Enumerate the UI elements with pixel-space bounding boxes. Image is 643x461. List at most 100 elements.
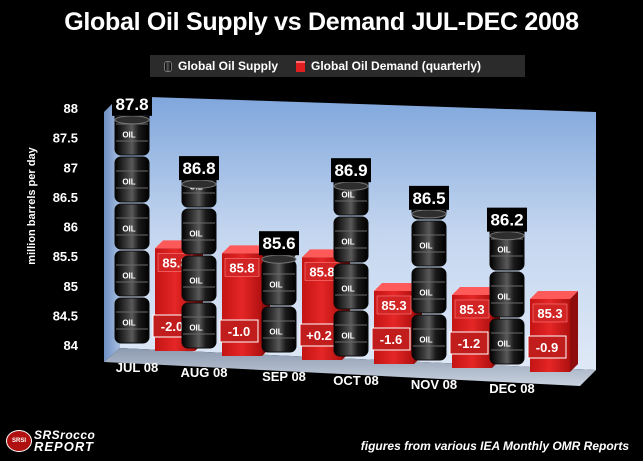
demand-bar-side (570, 290, 578, 372)
barrel-oil-label: OIL (269, 328, 282, 337)
difference-text: -1.0 (228, 324, 250, 339)
barrel-oil-label: OIL (341, 238, 354, 247)
y-tick-label: 85.5 (53, 249, 78, 264)
supply-value-label: 86.9 (331, 158, 371, 183)
x-tick-label: AUG 08 (181, 365, 228, 380)
barrel-oil-label: OIL (122, 319, 135, 328)
supply-value-label: 85.6 (259, 231, 299, 256)
supply-value-label: 86.2 (487, 207, 527, 232)
barrel-icon (164, 60, 172, 72)
difference-box (527, 335, 567, 359)
oil-barrel-icon (333, 310, 369, 357)
supply-value-label: 87.8 (112, 91, 152, 116)
oil-barrel-icon (114, 297, 150, 344)
barrel-oil-label: OIL (341, 332, 354, 341)
y-axis-label: million barrels per day (26, 147, 38, 265)
oil-barrel-icon (114, 250, 150, 297)
barrel-oil-label: OIL (122, 225, 135, 234)
demand-value-text: 85.3 (459, 302, 484, 317)
difference-label: -1.2 (449, 331, 489, 355)
barrel-stack: OIL OIL OIL OIL OIL (114, 115, 150, 344)
oil-barrel-icon (261, 306, 297, 353)
y-tick-label: 87 (64, 160, 78, 175)
barrel-oil-label: OIL (122, 131, 135, 140)
oil-barrel-icon (333, 216, 369, 263)
oil-barrel-icon (333, 263, 369, 310)
demand-bar-top (452, 286, 500, 295)
y-tick-label: 84.5 (53, 308, 78, 323)
demand-bar (530, 290, 578, 372)
barrel-oil-label: OIL (497, 246, 510, 255)
difference-box (219, 319, 259, 343)
difference-label: -1.6 (371, 327, 411, 351)
demand-value-text: 85.3 (381, 298, 406, 313)
oil-barrel-icon (114, 115, 150, 156)
supply-value-box (259, 231, 299, 256)
red-bar-icon (296, 60, 306, 72)
floor (104, 348, 596, 386)
difference-text: -1.6 (380, 332, 402, 347)
demand-value-text: 85.8 (162, 255, 187, 270)
oil-barrel-icon (333, 182, 369, 216)
supply-value-box (112, 91, 152, 116)
barrel-oil-label: OIL (269, 281, 282, 290)
barrel-top-icon (411, 209, 447, 219)
logo-text-line2: REPORT (34, 439, 94, 454)
barrel-top-icon (114, 115, 150, 125)
demand-value-label: 85.3 (376, 295, 412, 315)
demand-value-box (376, 295, 412, 315)
demand-value-text: 85.8 (229, 260, 254, 275)
barrel-top-icon (261, 254, 297, 264)
demand-bar-top (530, 290, 578, 299)
supply-value-label: 86.5 (409, 185, 449, 210)
barrel-top-icon (181, 179, 217, 189)
oil-barrel-icon (181, 208, 217, 255)
logo-badge-icon: SRSI (6, 430, 32, 452)
demand-value-label: 85.3 (454, 299, 490, 319)
barrel-top-icon (489, 231, 525, 241)
demand-value-box (454, 299, 490, 319)
y-tick-label: 86 (64, 220, 78, 235)
barrel-oil-label: OIL (341, 285, 354, 294)
supply-value-label: 86.8 (179, 156, 219, 181)
demand-value-label: 85.3 (532, 303, 568, 323)
difference-box (371, 327, 411, 351)
y-tick-label: 87.5 (53, 131, 78, 146)
demand-value-text: 85.8 (309, 264, 334, 279)
barrel-oil-label: OIL (419, 242, 432, 251)
logo-text-line1: SRSrocco (34, 428, 96, 442)
x-tick-label: NOV 08 (411, 377, 457, 392)
legend-label-demand: Global Oil Demand (quarterly) (311, 59, 482, 73)
source-note: figures from various IEA Monthly OMR Rep… (360, 439, 629, 453)
barrel-oil-label: OIL (189, 230, 202, 239)
difference-text: -1.2 (458, 336, 480, 351)
difference-label: -1.0 (219, 319, 259, 343)
barrel-stack: OIL OIL OIL (489, 231, 525, 365)
oil-barrel-icon (411, 267, 447, 314)
oil-barrel-icon (411, 220, 447, 267)
oil-barrel-icon (489, 271, 525, 318)
oil-barrel-icon (181, 302, 217, 349)
x-tick-label: OCT 08 (333, 373, 379, 388)
y-axis-ticks: 88 87.5 87 86.5 86 85.5 85 84.5 84 (53, 101, 79, 353)
x-tick-label: SEP 08 (262, 369, 306, 384)
supply-value-box (409, 185, 449, 210)
x-tick-label: JUL 08 (116, 360, 158, 375)
chart-title: Global Oil Supply vs Demand JUL-DEC 2008 (64, 8, 579, 36)
supply-value-box (179, 156, 219, 181)
legend-label-supply: Global Oil Supply (178, 59, 279, 73)
supply-value-text: 86.2 (490, 211, 523, 230)
demand-value-label: 85.8 (224, 258, 260, 277)
y-tick-label: 85 (64, 279, 78, 294)
barrel-oil-label: OIL (497, 340, 510, 349)
supply-value-text: 87.8 (115, 95, 148, 114)
supply-value-box (331, 158, 371, 183)
legend-item-supply: Global Oil Supply (164, 59, 278, 73)
